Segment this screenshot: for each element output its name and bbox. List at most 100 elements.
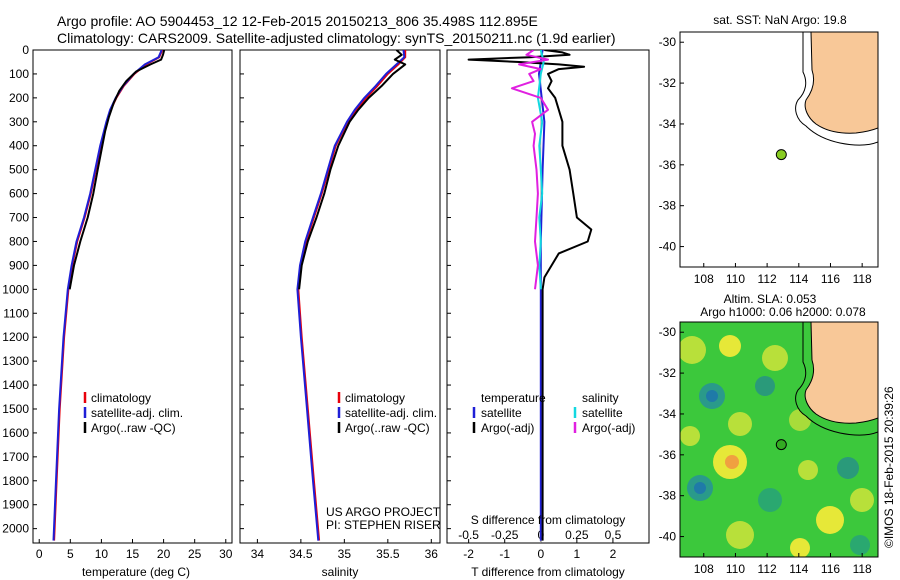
sst-map-panel: sat. SST: NaN Argo: 19.8 108 110 112 114 116… bbox=[659, 13, 879, 286]
sla-blob bbox=[694, 482, 706, 494]
depth-tick-label: 1400 bbox=[2, 378, 29, 392]
lon-tick-label: 118 bbox=[853, 562, 872, 576]
legend-label-t-satellite: satellite bbox=[481, 406, 522, 420]
sla-map-lon-ticks: 108 110 112 114 116 118 bbox=[694, 553, 872, 576]
difference-panel: -2 -1 0 1 2-0.5 -0.25 0 0.25 0.5 S difference fr… bbox=[446, 49, 650, 579]
legend-label-s-argo: Argo(-adj) bbox=[582, 421, 635, 435]
s-difference-tick-label: -0.5 bbox=[458, 528, 479, 542]
salinity-series bbox=[296, 50, 407, 541]
salinity-tick-label: 34 bbox=[251, 547, 265, 561]
temperature-tick-label: 25 bbox=[188, 547, 202, 561]
sla-map-frame bbox=[679, 321, 879, 558]
sla-blob bbox=[762, 345, 788, 371]
salinity-tick-label: 34.5 bbox=[289, 547, 313, 561]
series-line-climatology bbox=[53, 50, 164, 541]
argo-float-marker[interactable] bbox=[775, 439, 787, 451]
sla-blob bbox=[706, 390, 718, 402]
legend-label-satellite: satellite-adj. clim. bbox=[91, 406, 183, 420]
sla-blob bbox=[850, 535, 870, 555]
s-difference-label: S difference from climatology bbox=[471, 513, 626, 527]
salinity-axes bbox=[239, 49, 441, 544]
temperature-panel: 0100200300400500600700800900100011001200… bbox=[2, 43, 232, 579]
project-annotation: US ARGO PROJECT bbox=[326, 505, 441, 519]
legend-label-satellite: satellite-adj. clim. bbox=[345, 406, 437, 420]
legend-label-t-argo: Argo(-adj) bbox=[481, 421, 534, 435]
lat-tick-label: -38 bbox=[659, 489, 677, 503]
temperature-x-ticks: 0 5 10 15 20 25 30 bbox=[36, 539, 233, 561]
lat-tick-label: -36 bbox=[659, 158, 677, 172]
difference-depth-ticks bbox=[447, 49, 451, 530]
salinity-xlabel: salinity bbox=[322, 565, 359, 579]
series-line-argo-raw-qc bbox=[68, 50, 166, 290]
temperature-tick-label: 30 bbox=[219, 547, 233, 561]
depth-tick-label: 100 bbox=[9, 67, 29, 81]
imos-watermark: ©IMOS 18-Feb-2015 20:39:26 bbox=[882, 386, 896, 548]
series-line-argo-raw-qc bbox=[298, 50, 407, 290]
lat-tick-label: -40 bbox=[659, 530, 677, 544]
lon-tick-label: 112 bbox=[758, 562, 777, 576]
header-line-1: Argo profile: AO 5904453_12 12-Feb-2015 … bbox=[57, 13, 538, 29]
sla-blobs bbox=[680, 335, 874, 557]
depth-tick-label: 1900 bbox=[2, 498, 29, 512]
sst-map-land bbox=[795, 32, 878, 146]
sla-field bbox=[680, 322, 878, 557]
lon-tick-label: 116 bbox=[821, 272, 840, 286]
depth-tick-label: 900 bbox=[9, 258, 29, 272]
lat-tick-label: -34 bbox=[659, 117, 677, 131]
sst-map-title: sat. SST: NaN Argo: 19.8 bbox=[713, 13, 847, 27]
sla-blob bbox=[680, 336, 706, 364]
sla-blob bbox=[758, 488, 782, 512]
salinity-legend: climatology satellite-adj. clim. Argo(..… bbox=[337, 391, 437, 435]
s-difference-tick-label: 0.25 bbox=[565, 528, 589, 542]
sla-map-panel: Altim. SLA: 0.053 Argo h1000: 0.06 h2000… bbox=[659, 292, 879, 576]
sst-coastline bbox=[804, 32, 878, 134]
legend-label-climatology: climatology bbox=[91, 391, 151, 405]
temperature-axes bbox=[32, 49, 233, 544]
lat-tick-label: -32 bbox=[659, 366, 677, 380]
sla-blob bbox=[719, 335, 741, 357]
sla-blob bbox=[798, 460, 818, 480]
s-difference-tick-label: 0.5 bbox=[605, 528, 622, 542]
lon-tick-label: 108 bbox=[694, 562, 714, 576]
depth-tick-label: 1800 bbox=[2, 474, 29, 488]
series-line-salinity-argo-adj bbox=[510, 50, 549, 290]
legend-label-climatology: climatology bbox=[345, 391, 405, 405]
temperature-series bbox=[52, 50, 166, 541]
difference-series bbox=[467, 50, 593, 543]
lat-tick-label: -30 bbox=[659, 325, 677, 339]
sst-map-frame bbox=[679, 31, 879, 268]
depth-tick-label: 0 bbox=[22, 43, 29, 57]
depth-tick-label: 400 bbox=[9, 139, 29, 153]
argo-float-marker[interactable] bbox=[775, 149, 787, 161]
sla-map-title: Altim. SLA: 0.053 bbox=[724, 292, 817, 306]
sst-map-lat-ticks: -30 -32 -34 -36 -38 -40 bbox=[659, 35, 684, 254]
t-difference-tick-label: 1 bbox=[574, 547, 581, 561]
sla-map-lat-ticks: -30 -32 -34 -36 -38 -40 bbox=[659, 325, 684, 544]
series-line-satellite-adj-clim bbox=[296, 50, 406, 541]
legend-title-salinity: salinity bbox=[582, 391, 619, 405]
temperature-tick-label: 10 bbox=[95, 547, 109, 561]
sla-map-subtitle: Argo h1000: 0.06 h2000: 0.078 bbox=[700, 305, 866, 319]
depth-tick-label: 800 bbox=[9, 234, 29, 248]
sla-blob bbox=[755, 376, 775, 396]
temperature-xlabel: temperature (deg C) bbox=[82, 565, 190, 579]
depth-tick-label: 1300 bbox=[2, 354, 29, 368]
salinity-tick-label: 35 bbox=[338, 547, 352, 561]
lat-tick-label: -36 bbox=[659, 448, 677, 462]
header-line-2: Climatology: CARS2009. Satellite-adjuste… bbox=[57, 30, 615, 46]
depth-tick-label: 1600 bbox=[2, 426, 29, 440]
legend-label-s-satellite: satellite bbox=[582, 406, 623, 420]
sla-blob bbox=[816, 506, 844, 534]
s-difference-tick-label: -0.25 bbox=[491, 528, 519, 542]
sla-blob bbox=[837, 457, 859, 479]
lon-tick-label: 114 bbox=[789, 272, 808, 286]
sla-blob bbox=[726, 521, 754, 549]
sla-blob bbox=[728, 412, 752, 436]
lat-tick-label: -34 bbox=[659, 407, 677, 421]
temperature-tick-label: 20 bbox=[157, 547, 171, 561]
depth-tick-label: 1500 bbox=[2, 402, 29, 416]
pi-annotation: PI: STEPHEN RISER bbox=[326, 518, 441, 532]
depth-tick-label: 1200 bbox=[2, 330, 29, 344]
depth-tick-label: 2000 bbox=[2, 522, 29, 536]
temperature-legend: climatology satellite-adj. clim. Argo(..… bbox=[83, 391, 183, 435]
